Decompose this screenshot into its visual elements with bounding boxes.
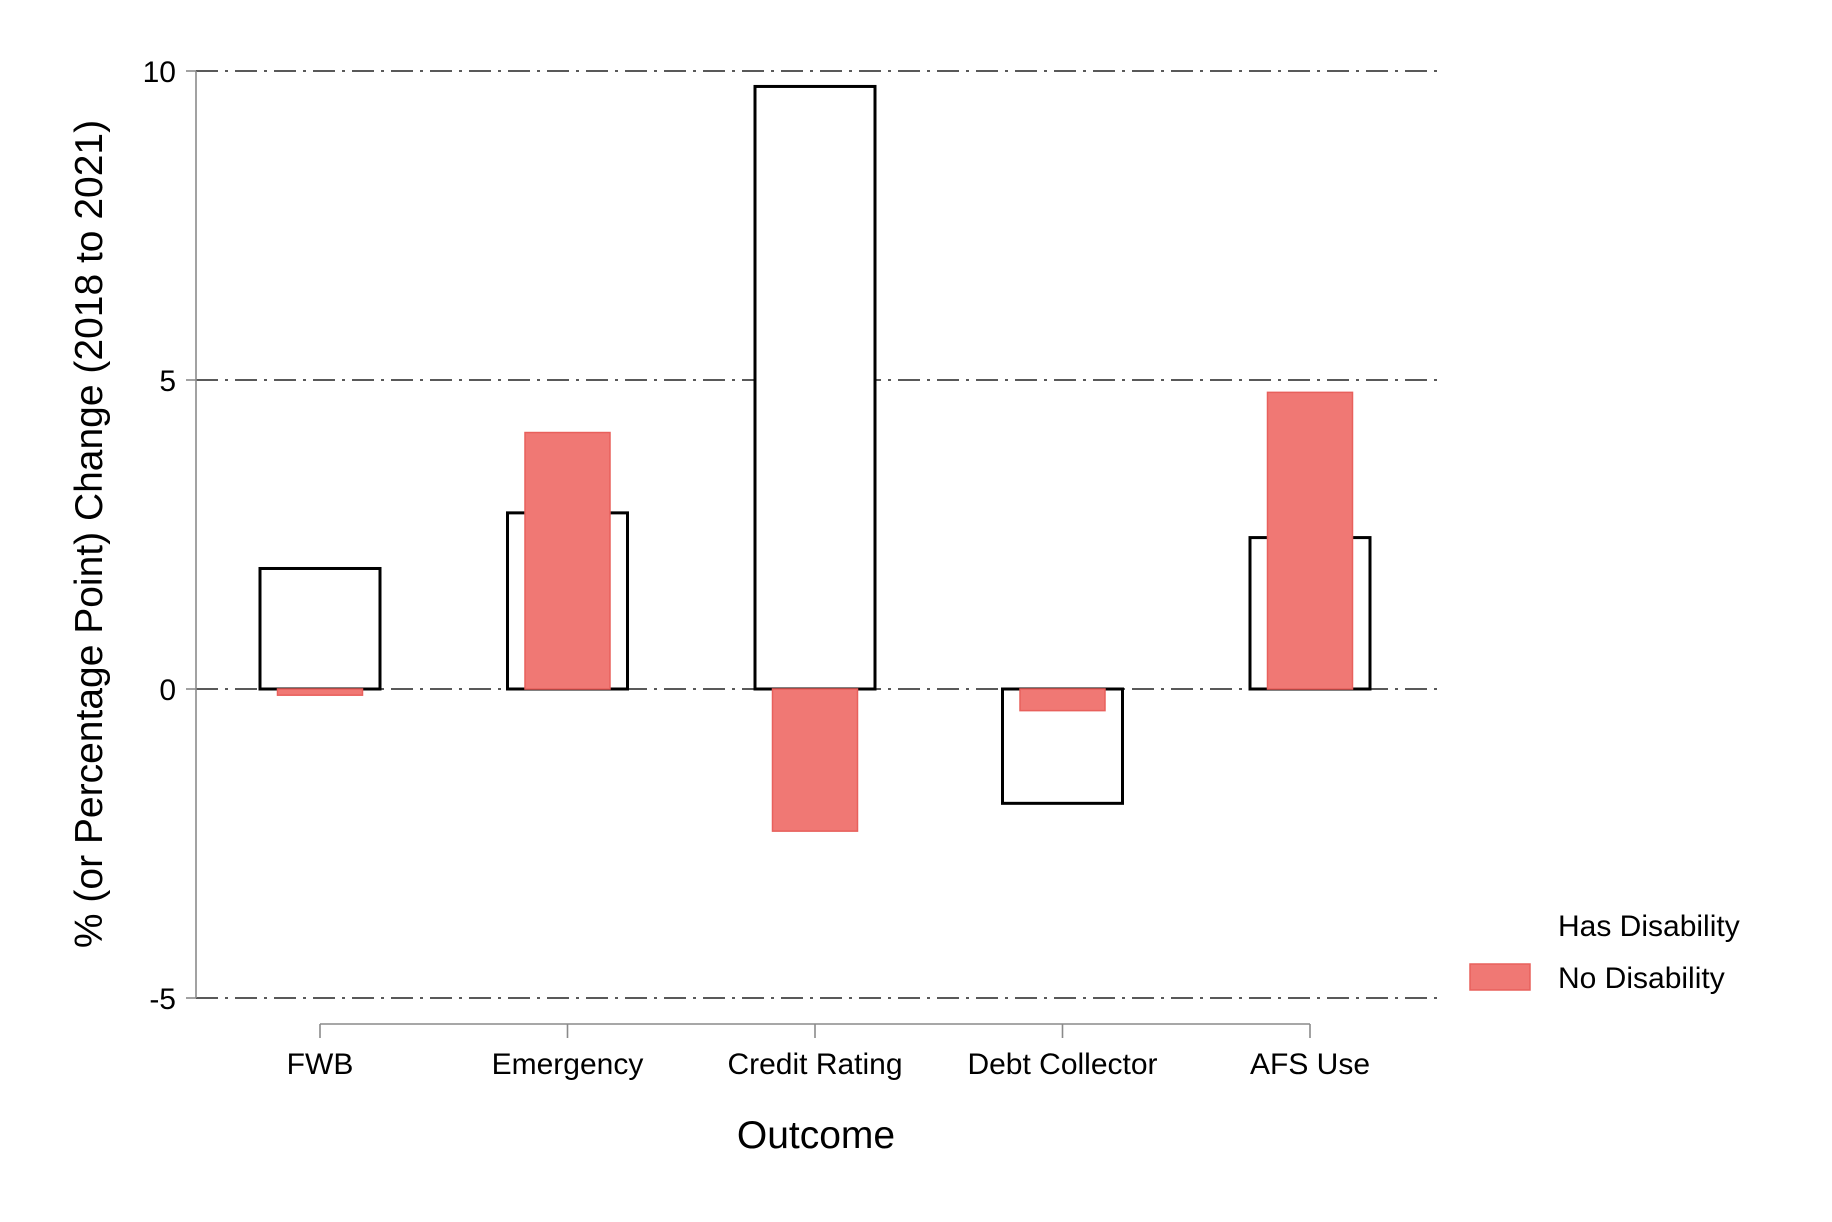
bar-has-disability-0 [258,566,382,691]
bar-no-disability-4 [1266,391,1354,690]
x-tick-label-2: Credit Rating [727,1048,902,1081]
x-axis-title: Outcome [737,1114,895,1157]
bar-no-disability-3 [1019,688,1106,712]
gridlines [196,70,1437,999]
legend-label-no-disability: No Disability [1558,962,1725,995]
bar-no-disability-0 [276,688,364,696]
x-tick-label-3: Debt Collector [967,1048,1157,1081]
axes: -5 0 5 10 FWB Emergency Credit Rating Debt Coll… [143,56,1370,1081]
labels: Outcome % (or Percentage Point) Change (… [68,120,895,1157]
x-tick-label-4: AFS Use [1250,1048,1370,1081]
legend-label-has-disability: Has Disability [1558,910,1740,943]
bar-no-disability-2 [771,688,859,832]
legend-swatch-no-disability [1469,963,1531,991]
x-tick-label-1: Emergency [492,1048,644,1081]
y-tick-label-0: 0 [159,674,176,707]
y-axis-title: % (or Percentage Point) Change (2018 to … [68,120,111,948]
legend-swatch-has-disability [1470,912,1530,938]
y-tick-label-5: 5 [159,365,176,398]
y-tick-label-10: 10 [143,56,176,89]
bars [258,84,1372,832]
x-tick-label-0: FWB [287,1048,354,1081]
y-tick-label--5: -5 [149,983,176,1016]
bar-no-disability-1 [524,431,611,690]
legend: Has Disability No Disability [1469,910,1740,995]
bar-has-disability-2 [753,84,877,691]
